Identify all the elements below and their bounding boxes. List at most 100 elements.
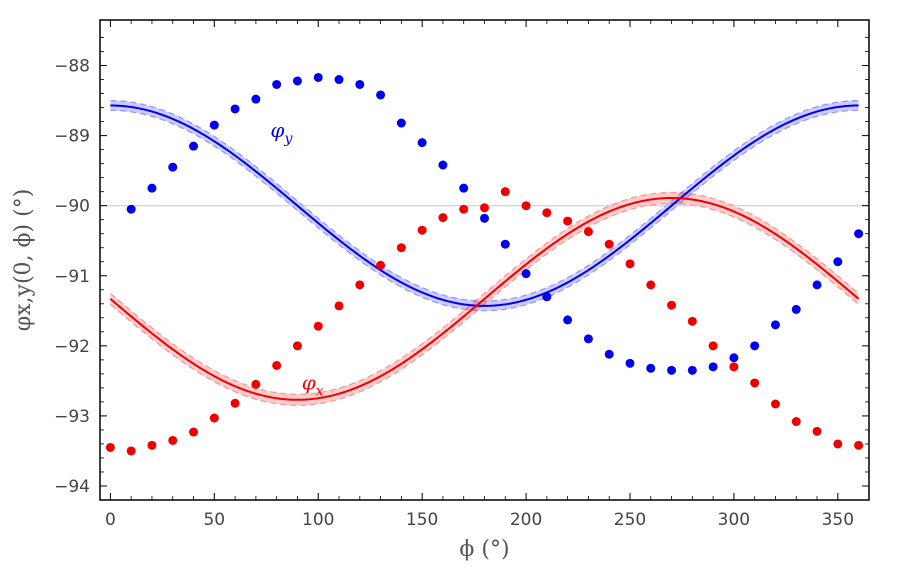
point-phi-x <box>334 301 344 311</box>
band-lower-phi-x <box>110 202 859 407</box>
point-phi-y <box>729 353 739 363</box>
point-phi-y <box>583 334 593 344</box>
point-phi-x <box>147 440 157 450</box>
x-tick-label: 350 <box>822 510 854 530</box>
point-phi-x <box>230 398 240 408</box>
point-phi-y <box>646 363 656 373</box>
y-tick-label: −89 <box>54 127 90 147</box>
point-phi-x <box>417 225 427 235</box>
x-tick-label: 100 <box>302 510 334 530</box>
point-phi-x <box>168 435 178 445</box>
x-tick-label: 200 <box>510 510 542 530</box>
x-tick-label: 150 <box>406 510 438 530</box>
point-phi-x <box>729 362 739 372</box>
point-phi-y <box>563 315 573 325</box>
series-label-phi-y-symbol: φ <box>270 118 284 142</box>
y-tick-label: −90 <box>54 197 90 217</box>
point-phi-y <box>833 257 843 267</box>
y-axis-label: φx,y(0, ϕ) (°) <box>11 189 36 332</box>
point-phi-x <box>583 227 593 237</box>
point-phi-x <box>625 259 635 269</box>
band-upper-phi-y <box>110 99 859 302</box>
curve-phi-x <box>109 196 860 401</box>
point-phi-x <box>646 280 656 290</box>
point-phi-y <box>355 79 365 89</box>
plot-frame <box>99 19 870 501</box>
y-tick-label: −94 <box>54 477 90 497</box>
data-points <box>105 72 864 456</box>
series-label-phi-x: φx <box>302 370 324 399</box>
point-phi-y <box>396 118 406 128</box>
point-phi-x <box>438 213 448 223</box>
point-phi-x <box>396 243 406 253</box>
point-phi-x <box>750 378 760 388</box>
point-phi-y <box>770 320 780 330</box>
point-phi-y <box>189 141 199 151</box>
fit-curves <box>109 104 860 401</box>
point-phi-y <box>251 94 261 104</box>
point-phi-x <box>313 321 323 331</box>
point-phi-y <box>272 79 282 89</box>
point-phi-y <box>230 104 240 114</box>
point-phi-x <box>355 280 365 290</box>
point-phi-y <box>376 90 386 100</box>
y-tick-label: −88 <box>54 57 90 77</box>
point-phi-y <box>209 120 219 130</box>
point-phi-x <box>770 399 780 409</box>
point-phi-y <box>854 229 864 239</box>
point-phi-y <box>500 239 510 249</box>
point-phi-x <box>854 440 864 450</box>
point-phi-y <box>292 76 302 86</box>
x-tick-label: 0 <box>105 510 116 530</box>
point-phi-x <box>667 300 677 310</box>
point-phi-x <box>105 442 115 452</box>
point-phi-y <box>417 138 427 148</box>
y-tick-label: −92 <box>54 337 90 357</box>
axis-ticks <box>100 20 869 500</box>
point-phi-x <box>251 379 261 389</box>
point-phi-x <box>189 427 199 437</box>
point-phi-x <box>209 413 219 423</box>
point-phi-y <box>147 183 157 193</box>
point-phi-x <box>833 439 843 449</box>
series-label-phi-y: φy <box>270 118 293 147</box>
point-phi-x <box>542 208 552 218</box>
point-phi-y <box>334 75 344 85</box>
point-phi-y <box>812 280 822 290</box>
point-phi-x <box>791 417 801 427</box>
point-phi-x <box>708 341 718 351</box>
point-phi-y <box>168 162 178 172</box>
point-phi-y <box>459 183 469 193</box>
series-label-phi-x-sub: x <box>316 383 324 399</box>
point-phi-x <box>687 316 697 326</box>
point-phi-y <box>667 365 677 375</box>
point-phi-y <box>313 72 323 82</box>
y-tick-label: −93 <box>54 407 90 427</box>
series-label-phi-y-sub: y <box>283 131 293 147</box>
band-lower-phi-y <box>110 109 859 312</box>
point-phi-y <box>687 365 697 375</box>
point-phi-y <box>791 304 801 314</box>
point-phi-y <box>438 160 448 170</box>
point-phi-x <box>292 341 302 351</box>
x-tick-label: 250 <box>614 510 646 530</box>
point-phi-x <box>604 239 614 249</box>
point-phi-y <box>625 358 635 368</box>
point-phi-y <box>708 362 718 372</box>
point-phi-y <box>750 341 760 351</box>
point-phi-x <box>459 204 469 214</box>
x-tick-label: 50 <box>203 510 225 530</box>
point-phi-y <box>480 213 489 223</box>
point-phi-x <box>480 203 489 213</box>
y-tick-label: −91 <box>54 267 90 287</box>
point-phi-x <box>500 187 510 197</box>
point-phi-x <box>376 260 386 270</box>
point-phi-x <box>812 426 822 436</box>
band-phi-y <box>110 100 859 311</box>
x-axis-label: ϕ (°) <box>459 537 509 562</box>
series-label-phi-x-symbol: φ <box>302 370 316 394</box>
point-phi-y <box>126 204 136 214</box>
point-phi-y <box>521 269 531 279</box>
curve-phi-y <box>110 104 859 307</box>
